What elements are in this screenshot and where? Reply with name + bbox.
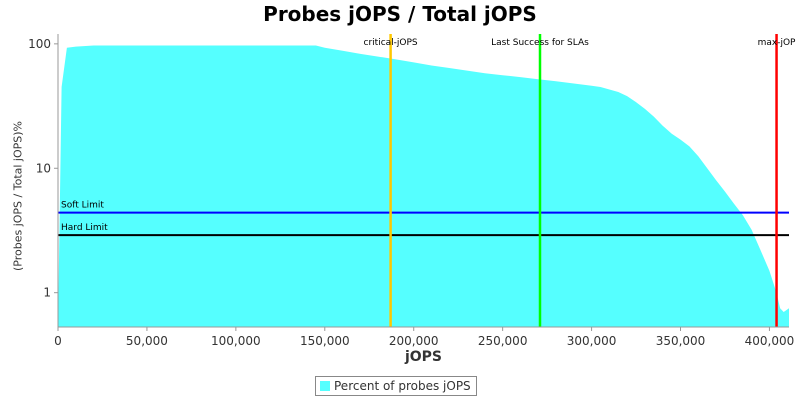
y-axis-label: (Probes jOPS / Total jOPS)% (11, 120, 25, 272)
x-tick-label: 300,000 (567, 334, 617, 348)
x-tick-label: 100,000 (211, 334, 261, 348)
x-tick-label: 400,000 (745, 334, 795, 348)
threshold-label-0: Soft Limit (61, 201, 104, 211)
marker-label-1: Last Success for SLAs (491, 38, 589, 48)
legend: Percent of probes jOPS (315, 376, 477, 396)
x-tick-label: 150,000 (300, 334, 350, 348)
threshold-label-1: Hard Limit (61, 223, 108, 233)
x-tick-label: 250,000 (478, 334, 528, 348)
legend-swatch-icon (320, 381, 330, 391)
x-tick-label: 200,000 (389, 334, 439, 348)
y-tick-label: 1 (43, 286, 51, 300)
series-area-0 (58, 45, 789, 327)
threshold-lines: Soft Limit Hard Limit (58, 201, 789, 237)
y-tick-label: 10 (36, 161, 51, 175)
area-layer (58, 45, 789, 327)
y-tick-label: 100 (28, 37, 51, 51)
x-axis-label: jOPS (404, 349, 443, 365)
marker-label-2: max-jOP (758, 38, 796, 48)
marker-label-0: critical-jOPS (364, 38, 418, 48)
axes: 0 50,000 100,000 150,000 200,000 250,000 300,0… (28, 34, 794, 348)
legend-label: Percent of probes jOPS (334, 379, 471, 393)
x-tick-label: 0 (54, 334, 62, 348)
vertical-markers: critical-jOPS Last Success for SLAs max-jO… (364, 34, 796, 327)
x-tick-label: 50,000 (126, 334, 168, 348)
x-tick-label: 350,000 (656, 334, 706, 348)
chart-title: Probes jOPS / Total jOPS (263, 2, 537, 26)
